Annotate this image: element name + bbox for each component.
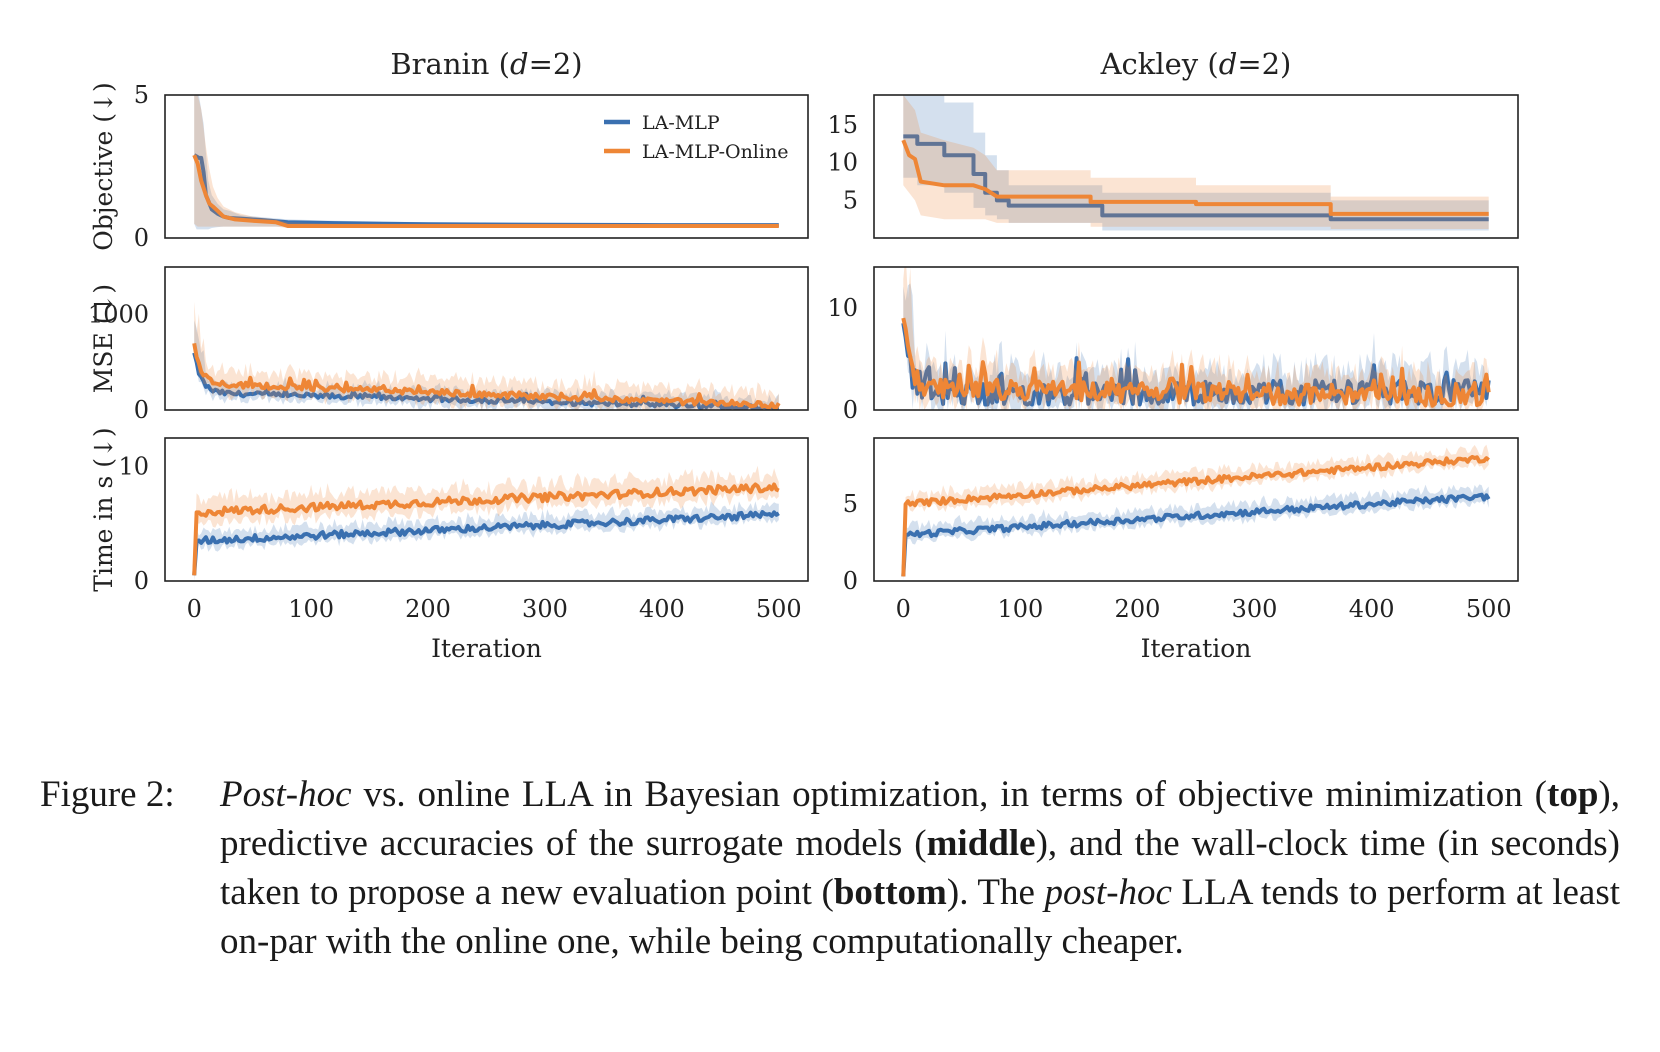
xtick-label: 0 [187, 595, 202, 623]
y-axis-label: Objective (↓) [89, 82, 118, 250]
line-LA-MLP-Online [192, 342, 781, 410]
line-LA-MLP-Online [901, 317, 1491, 408]
caption-bottom: bottom [833, 872, 947, 913]
ytick-label: 0 [134, 224, 149, 252]
ytick-label: 10 [827, 149, 858, 177]
line-LA-MLP [192, 510, 780, 576]
legend-label-LA-MLP: LA-MLP [642, 112, 720, 134]
frame-ackley-objective [873, 94, 1519, 239]
ytick-label: 0 [134, 567, 149, 595]
ytick-label: 0 [843, 396, 858, 424]
frame-branin-time [164, 437, 809, 582]
xtick-label: 400 [1349, 595, 1395, 623]
column-title-eq: =2) [1237, 47, 1291, 81]
caption-text-4: ). The [946, 872, 1045, 913]
ytick-label: 10 [827, 294, 858, 322]
x-axis-label: Iteration [1141, 634, 1252, 663]
legend: LA-MLP LA-MLP-Online [604, 112, 788, 163]
plot-area-ackley-mse [901, 267, 1491, 410]
line-LA-MLP [193, 153, 779, 228]
xtick-label: 500 [756, 595, 802, 623]
caption-text-5: LLA tends to perform at least on-par wit… [220, 872, 1620, 962]
caption-top: top [1547, 774, 1599, 815]
panel-ackley-objective: 5 10 15 Ackley (d=2) [827, 47, 1519, 239]
xtick-label: 500 [1466, 595, 1512, 623]
line-LA-MLP-Online [192, 154, 779, 228]
line-LA-MLP-Online [901, 454, 1490, 577]
caption-post-hoc-2: post-hoc [1044, 872, 1172, 913]
caption-text-2: ), predictive accuracies of the surrogat… [220, 774, 1620, 864]
ytick-label: 0 [843, 567, 858, 595]
xtick-label: 400 [639, 595, 685, 623]
y-axis-label: Time in s (↓) [89, 427, 118, 591]
ytick-label: 5 [134, 81, 149, 109]
ytick-label: 1000 [88, 301, 149, 329]
band-LA-MLP-Online [903, 444, 1489, 581]
band-LA-MLP [194, 501, 779, 581]
plot-area-branin-time [192, 465, 780, 581]
caption-post-hoc-1: Post-hoc [220, 774, 352, 815]
xtick-label: 200 [405, 595, 451, 623]
xtick-label: 0 [896, 595, 911, 623]
column-title: Ackley (d=2) [1100, 47, 1292, 81]
legend-label-LA-MLP-Online: LA-MLP-Online [642, 141, 788, 163]
band-LA-MLP [903, 283, 1489, 410]
column-title-var: d [510, 47, 529, 81]
frame-branin-mse [164, 266, 809, 411]
column-title-name: Ackley ( [1100, 47, 1219, 81]
panel-branin-objective: 0 5 Objective (↓) Branin (d=2) [89, 47, 809, 252]
band-LA-MLP-Online [194, 301, 779, 410]
column-title-eq: =2) [529, 47, 583, 81]
column-title-var: d [1219, 47, 1238, 81]
band-LA-MLP-Online [194, 465, 779, 581]
ytick-label: 10 [118, 453, 149, 481]
xtick-label: 200 [1115, 595, 1161, 623]
panel-ackley-mse: 0 10 [827, 266, 1519, 424]
x-axis-label: Iteration [431, 634, 542, 663]
ytick-label: 5 [843, 490, 858, 518]
frame-ackley-mse [873, 266, 1519, 411]
y-axis-label: MSE (↓) [89, 284, 118, 393]
xtick-label: 300 [1232, 595, 1278, 623]
plot-area-ackley-objective [901, 95, 1489, 231]
column-title-name: Branin ( [390, 47, 510, 81]
caption-text-1: vs. online LLA in Bayesian optimization,… [351, 774, 1548, 815]
caption-body: Post-hoc vs. online LLA in Bayesian opti… [220, 770, 1620, 966]
ytick-label: 5 [843, 186, 858, 214]
figure-caption: Figure 2: Post-hoc vs. online LLA in Bay… [40, 770, 1620, 966]
frame-ackley-time [873, 437, 1519, 582]
frame-branin-objective [164, 94, 809, 239]
caption-middle: middle [926, 823, 1036, 864]
ytick-label: 15 [827, 111, 858, 139]
line-LA-MLP-Online [901, 139, 1489, 216]
caption-label: Figure 2: [40, 774, 175, 815]
xtick-label: 100 [997, 595, 1043, 623]
plot-area-branin-mse [192, 301, 781, 410]
plot-area-branin-objective [192, 95, 779, 230]
column-title: Branin (d=2) [390, 47, 582, 81]
xtick-label: 300 [522, 595, 568, 623]
line-LA-MLP-Online [192, 482, 780, 576]
ytick-label: 0 [134, 396, 149, 424]
line-LA-MLP [901, 492, 1491, 577]
plot-area-ackley-time [901, 444, 1491, 581]
caption-text-3: ), and the wall-clock time (in seconds) … [220, 823, 1620, 913]
xtick-label: 100 [288, 595, 334, 623]
band-LA-MLP-Online [903, 267, 1489, 410]
